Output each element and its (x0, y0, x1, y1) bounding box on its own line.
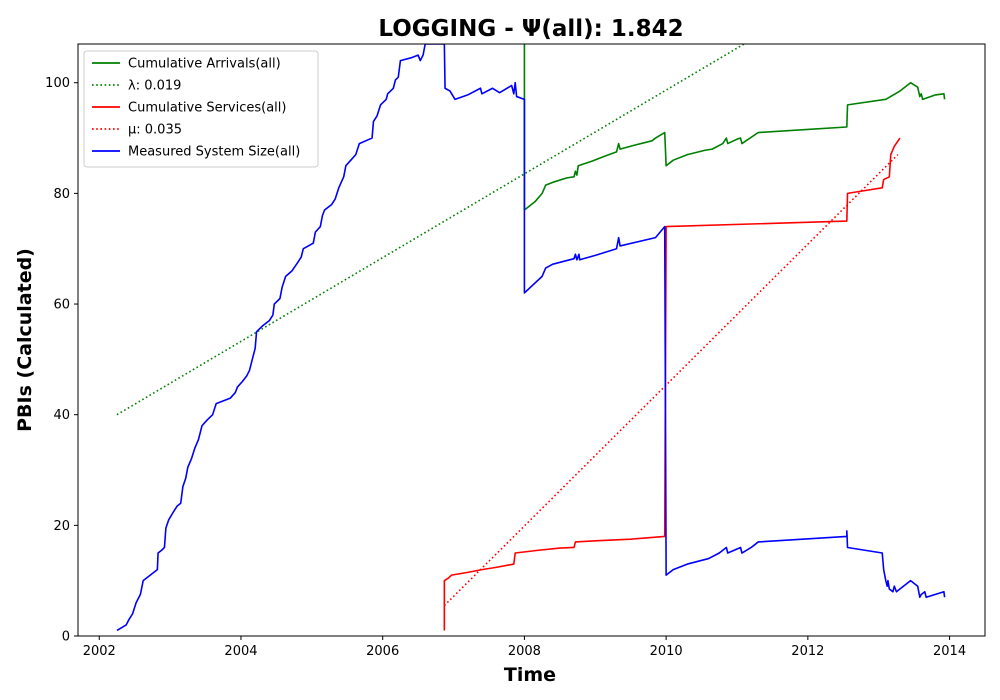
legend-box (83, 50, 319, 168)
y-tick-label: 0 (62, 630, 70, 645)
legend: Cumulative Arrivals(all) λ: 0.019 Cumulati… (83, 50, 319, 168)
x-tick-label: 2004 (224, 644, 257, 659)
x-tick-label: 2002 (83, 644, 116, 659)
legend-label: λ: 0.019 (128, 79, 181, 94)
series-line-cumulative-services-all (443, 137, 901, 631)
x-tick-label: 2012 (791, 644, 824, 659)
legend-label: μ: 0.035 (128, 123, 182, 138)
legend-label: Measured System Size(all) (128, 145, 300, 160)
y-tick-label: 80 (53, 187, 70, 202)
series-line-measured-system-size-all (116, 44, 946, 632)
y-axis: 0 20 40 60 80 100 (45, 76, 78, 645)
x-tick-label: 2006 (366, 644, 399, 659)
x-tick-label: 2014 (933, 644, 966, 659)
y-axis-label: PBIs (Calculated) (14, 248, 36, 432)
plot-area (116, 44, 946, 632)
x-axis: 2002 2004 2006 2008 2010 2012 2014 (83, 636, 966, 659)
x-tick-label: 2010 (650, 644, 683, 659)
plot-frame (77, 43, 986, 637)
y-tick-label: 100 (45, 76, 70, 91)
y-tick-label: 20 (53, 519, 70, 534)
legend-label: Cumulative Services(all) (128, 101, 286, 116)
x-axis-label: Time (504, 664, 556, 686)
chart-title: LOGGING - Ψ(all): 1.842 (378, 16, 683, 42)
legend-label: Cumulative Arrivals(all) (128, 57, 281, 72)
series-line-0-035 (443, 154, 899, 607)
y-tick-label: 60 (53, 298, 70, 313)
y-tick-label: 40 (53, 408, 70, 423)
series-line-cumulative-arrivals-all (523, 44, 946, 211)
x-tick-label: 2008 (508, 644, 541, 659)
